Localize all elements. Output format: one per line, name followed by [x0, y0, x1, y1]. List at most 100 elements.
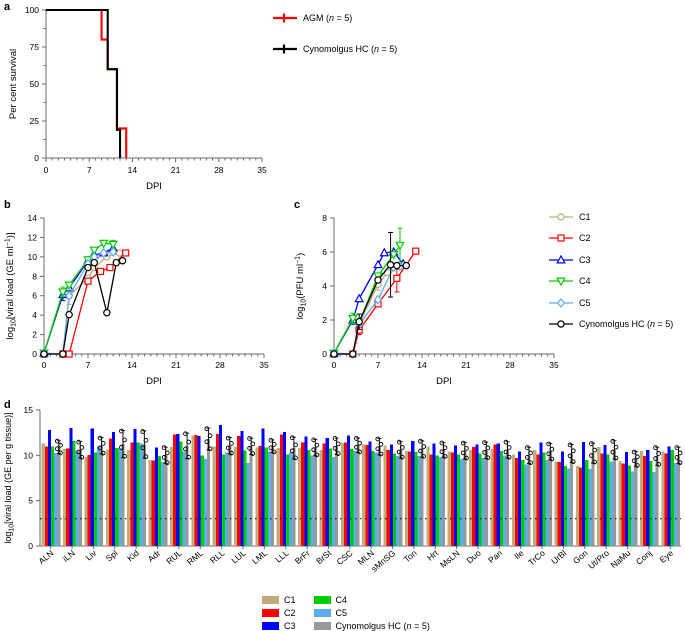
x-tick-label: Liv [83, 547, 98, 562]
x-tick-label: Adr [146, 548, 163, 564]
svg-text:7: 7 [376, 360, 381, 370]
bar [286, 454, 290, 546]
bar [426, 446, 430, 546]
x-tick-label: BrSt [314, 547, 334, 566]
svg-text:21: 21 [461, 360, 471, 370]
bar [399, 449, 403, 546]
panel-d-legend: C1 C4 C2 C5 C3 Cynomolgus HC (n = 5) [262, 594, 430, 631]
legend-item-c4: C4 [313, 594, 430, 605]
svg-text:0: 0 [44, 165, 49, 175]
svg-text:log10[viral load (GE ml−1)]: log10[viral load (GE ml−1)] [5, 232, 18, 339]
bar [63, 448, 67, 546]
bar [347, 435, 351, 546]
legend-label-cynomolgus-hc: Cynomolgus HC (n = 5) [579, 319, 674, 330]
bar [392, 453, 397, 546]
bar [194, 434, 198, 546]
bar [222, 454, 226, 546]
panel-c-letter: c [294, 199, 301, 211]
bar [579, 467, 583, 546]
bar [453, 445, 458, 546]
svg-text:100: 100 [25, 5, 39, 15]
bar [621, 463, 625, 546]
svg-text:8: 8 [32, 271, 37, 281]
bar [154, 447, 158, 546]
svg-text:2: 2 [322, 315, 327, 325]
bar [667, 446, 671, 546]
bar [447, 451, 451, 546]
bar [93, 452, 97, 546]
bar [649, 460, 653, 546]
x-tick-label: CSC [334, 548, 354, 567]
bar [490, 448, 494, 546]
legend-swatch-c1 [262, 595, 279, 604]
bar [557, 462, 561, 546]
bar [87, 454, 91, 546]
bar [365, 444, 369, 546]
bar [606, 454, 610, 546]
svg-text:4: 4 [32, 310, 37, 320]
bar [301, 442, 305, 546]
bar [313, 447, 317, 546]
x-tick-label: Conj [634, 548, 654, 567]
bar [655, 456, 659, 546]
bar-series-c5 [54, 443, 677, 546]
bar [493, 444, 497, 546]
bar [105, 449, 109, 546]
legend-swatch-c5 [549, 297, 573, 308]
bar [408, 451, 412, 546]
bar [396, 456, 400, 546]
x-tick-label: Eye [657, 548, 675, 565]
svg-text:7: 7 [87, 165, 92, 175]
bar [51, 446, 55, 546]
legend-label-c2: C2 [579, 233, 591, 244]
x-tick-label: UrBl [549, 548, 568, 566]
bar [417, 456, 421, 546]
series-cynomolgus-hc [46, 8, 122, 158]
legend-label-c5: C5 [579, 297, 591, 308]
legend-swatch-c3 [549, 254, 573, 264]
svg-text:Per cent survival: Per cent survival [8, 49, 19, 119]
panel-a-plot: 0 25 50 75 100 0 7 14 21 28 35 DPI Per cent survival [8, 5, 267, 192]
legend-swatch-c5 [313, 608, 331, 617]
bar [575, 466, 579, 546]
series-c4 [329, 227, 405, 359]
bar [225, 452, 229, 546]
x-tick-label: TrCo [526, 548, 547, 568]
series-c5 [39, 247, 118, 359]
bar [588, 468, 592, 546]
x-tick-label: ALN [36, 548, 55, 566]
bar [261, 428, 265, 546]
bar [185, 445, 189, 546]
svg-text:0: 0 [42, 360, 47, 370]
bar-series-c1 [41, 435, 665, 546]
svg-text:6: 6 [32, 291, 37, 301]
bar [368, 441, 372, 546]
bar [279, 434, 283, 546]
bar [518, 451, 522, 546]
bar [566, 468, 571, 546]
legend-label-c1: C1 [579, 211, 591, 222]
svg-text:log10(PFU ml−1): log10(PFU ml−1) [295, 253, 308, 319]
bar [78, 449, 82, 546]
bar [66, 448, 70, 546]
bar [643, 456, 647, 546]
svg-text:2: 2 [32, 330, 37, 340]
bar [246, 463, 250, 546]
bar [118, 448, 122, 546]
svg-text:DPI: DPI [146, 376, 162, 387]
bar [69, 428, 73, 546]
series-agm [46, 8, 128, 158]
svg-text:4: 4 [322, 281, 327, 291]
svg-text:21: 21 [171, 165, 181, 175]
bar [435, 455, 439, 546]
svg-text:28: 28 [214, 165, 224, 175]
panel-a-legend: AGM (n = 5) Cynomolgus HC (n = 5) [272, 10, 397, 57]
bar [96, 446, 101, 546]
legend-item-c2: C2 [262, 607, 296, 618]
legend-swatch-c2 [262, 608, 279, 617]
bar [212, 446, 216, 546]
legend-swatch-agm [273, 13, 297, 23]
bar [139, 443, 143, 546]
bar [478, 453, 482, 546]
x-tick-label: RLL [208, 548, 227, 566]
